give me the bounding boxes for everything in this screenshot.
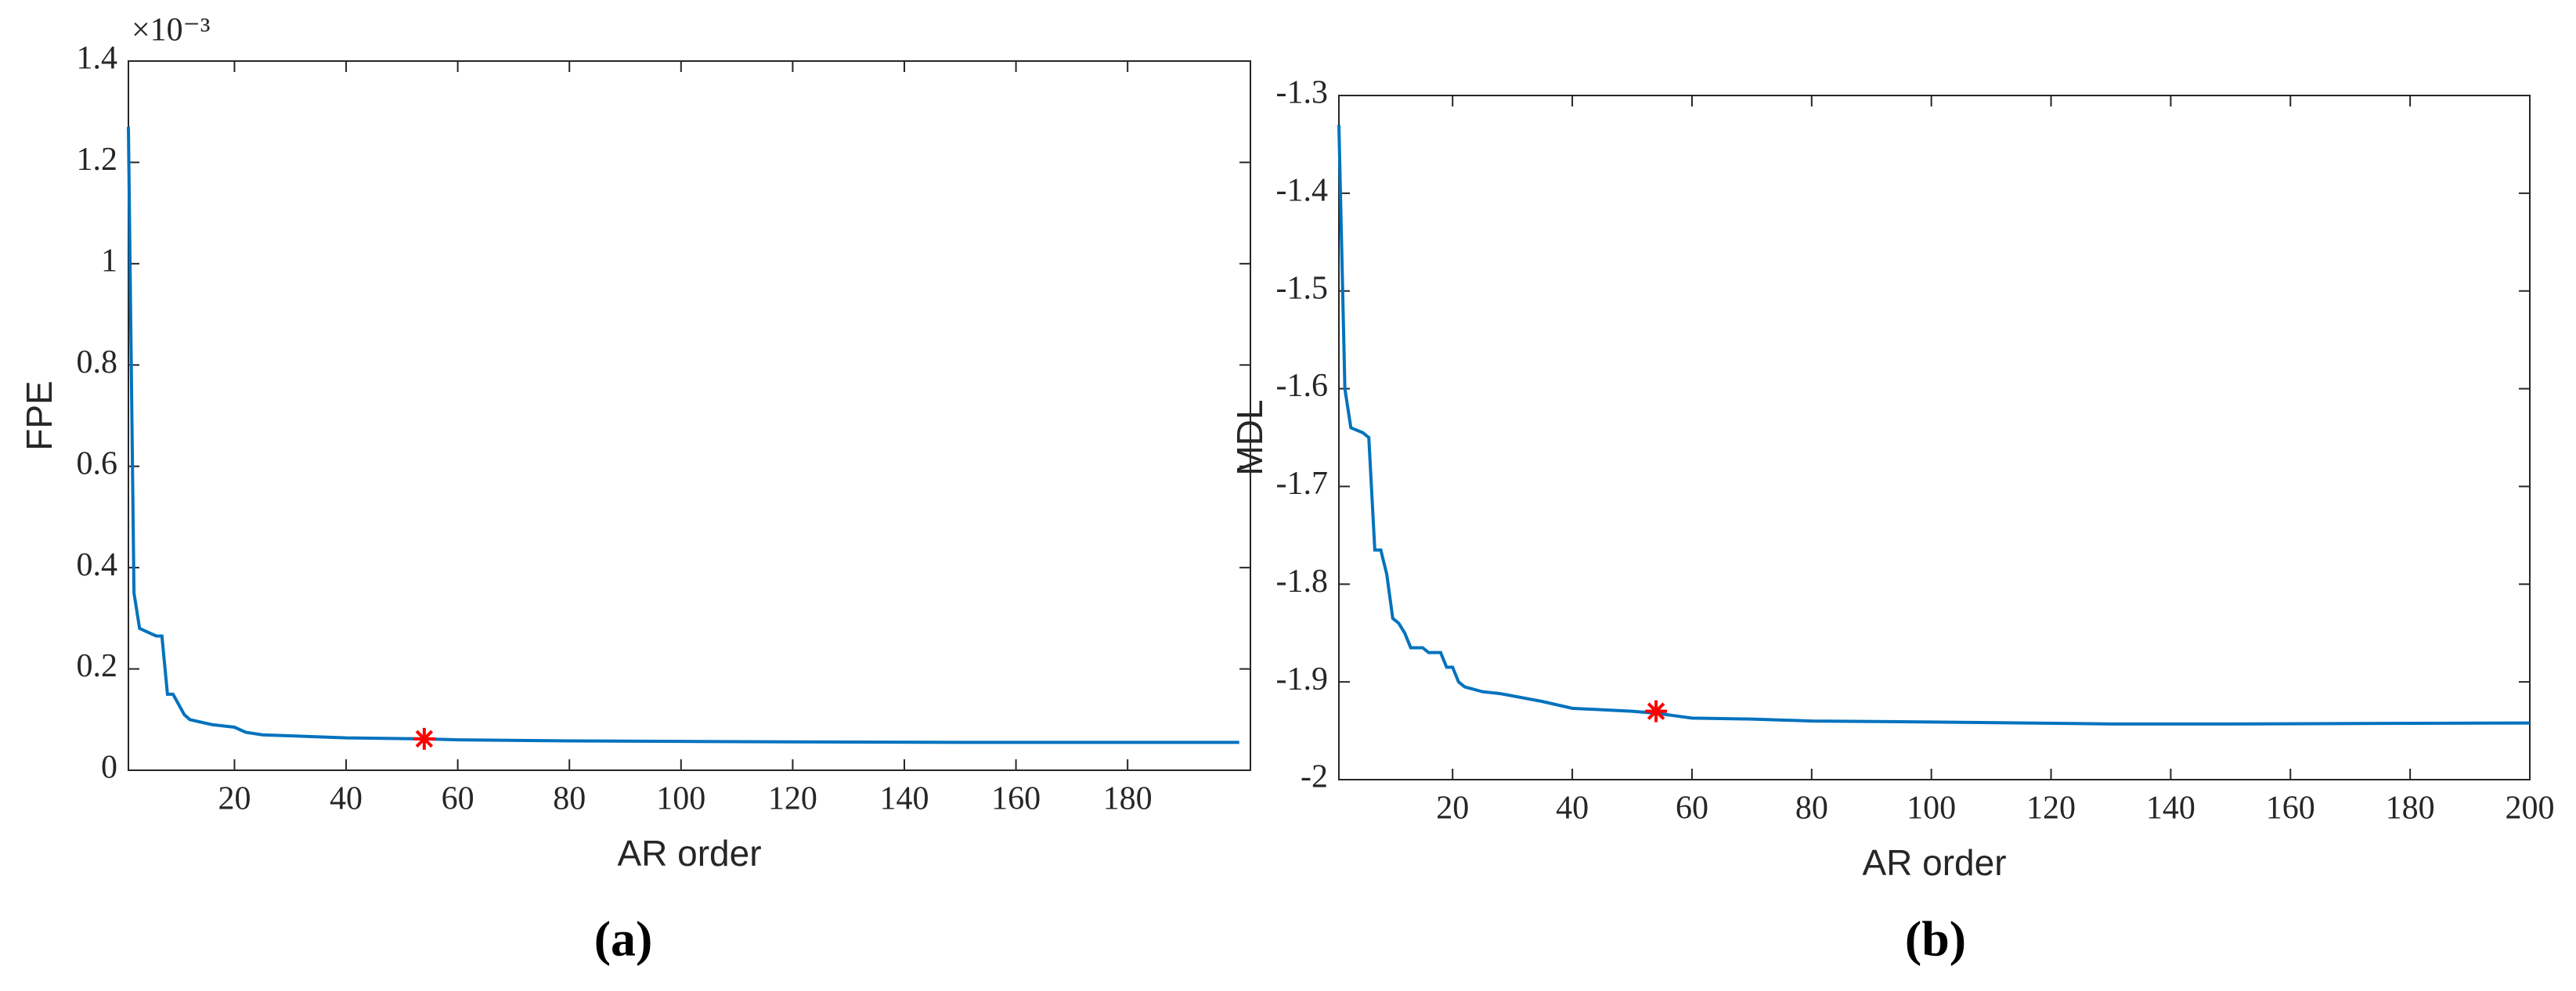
x-tick-label: 140 <box>2146 791 2195 827</box>
x-tick-label: 100 <box>656 781 705 817</box>
y-tick-label: -1.7 <box>1276 466 1329 502</box>
x-tick-label: 160 <box>2266 791 2315 827</box>
x-tick-label: 100 <box>1907 791 1956 827</box>
x-axis-label: AR order <box>617 833 761 874</box>
x-axis-label: AR order <box>1862 842 2006 883</box>
plot-frame <box>1338 95 2531 780</box>
y-tick-label: 1.4 <box>77 41 118 77</box>
y-tick-label: 0.2 <box>77 648 118 684</box>
y-axis-label: MDL <box>1229 399 1270 475</box>
plot-frame <box>128 60 1251 771</box>
x-tick-label: 180 <box>1103 781 1153 817</box>
x-tick-label: 120 <box>2026 791 2076 827</box>
y-tick-label: 0.6 <box>77 445 118 481</box>
x-tick-label: 200 <box>2506 791 2555 827</box>
y-tick-label: -1.3 <box>1276 75 1329 111</box>
y-tick-label: 0 <box>101 750 117 786</box>
y-tick-label: -1.9 <box>1276 661 1329 697</box>
x-tick-label: 80 <box>553 781 586 817</box>
x-tick-label: 140 <box>879 781 929 817</box>
y-tick-label: -1.4 <box>1276 172 1329 208</box>
panel-label: (b) <box>1905 911 1966 967</box>
y-tick-label: 1.2 <box>77 142 118 178</box>
x-tick-label: 60 <box>1676 791 1708 827</box>
y-axis-label: FPE <box>19 380 60 450</box>
x-tick-label: 20 <box>1436 791 1469 827</box>
x-tick-label: 120 <box>768 781 817 817</box>
x-tick-label: 80 <box>1795 791 1828 827</box>
y-tick-label: -2 <box>1301 759 1328 795</box>
x-tick-label: 20 <box>218 781 251 817</box>
data-line <box>127 127 1239 744</box>
x-tick-label: 60 <box>442 781 474 817</box>
panel-label: (a) <box>594 911 653 967</box>
y-tick-label: -1.6 <box>1276 368 1329 404</box>
x-tick-label: 40 <box>1556 791 1589 827</box>
y-tick-label: -1.5 <box>1276 270 1329 306</box>
y-tick-label: -1.8 <box>1276 564 1329 600</box>
x-tick-label: 40 <box>330 781 363 817</box>
y-tick-label: 1 <box>101 243 117 279</box>
y-exponent: ×10⁻³ <box>132 13 210 49</box>
optimum-marker <box>413 727 435 750</box>
x-tick-label: 160 <box>991 781 1041 817</box>
x-tick-label: 180 <box>2386 791 2435 827</box>
data-line <box>1337 124 2531 726</box>
y-tick-label: 0.8 <box>77 344 118 380</box>
y-tick-label: 0.4 <box>77 547 118 583</box>
optimum-marker <box>1645 700 1668 723</box>
